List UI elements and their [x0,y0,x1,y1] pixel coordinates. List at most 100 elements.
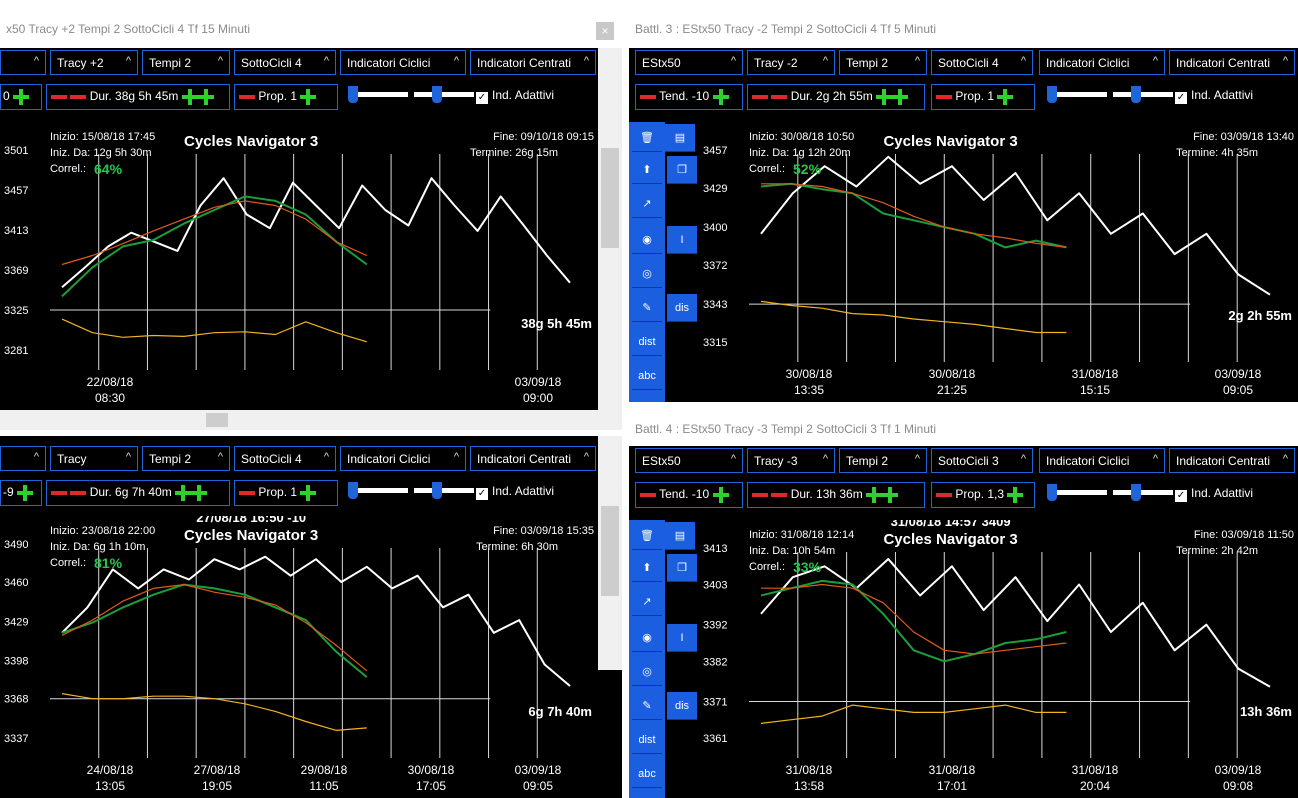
palette-icon[interactable]: ◉ [632,226,662,254]
trend-icon[interactable]: ↗ [632,190,662,218]
slider-1[interactable] [348,482,408,499]
instrument-dropdown[interactable]: ^ [0,50,46,75]
indicatori-centrati-dropdown[interactable]: Indicatori Centrati ^ [1169,448,1295,473]
prop-plus-button[interactable] [997,89,1014,105]
instrument-dropdown[interactable]: EStx50 ^ [635,448,743,473]
slider-2[interactable] [414,86,474,103]
slider-1[interactable] [1047,484,1107,501]
ind-adattivi-checkbox[interactable]: ✓ Ind. Adattivi [1175,88,1254,104]
horizontal-scroll-thumb[interactable] [206,413,228,427]
chart-area[interactable]: 3490 3460 3429 3398 3368 3337 24/08/18 13:05 27/… [0,516,598,798]
slider-2[interactable] [1113,86,1173,103]
panel-title-bar[interactable]: Battl. 3 : EStx50 Tracy -2 Tempi 2 Sotto… [629,8,1298,48]
instrument-dropdown[interactable]: ^ [0,446,46,471]
slider-2-handle[interactable] [1131,86,1141,103]
indicatori-centrati-dropdown[interactable]: Indicatori Centrati ^ [1169,50,1295,75]
slider-1-handle[interactable] [348,482,358,499]
horizontal-scrollbar[interactable] [0,410,622,430]
tend-plus-button[interactable] [13,89,30,105]
indicatori-ciclici-dropdown[interactable]: Indicatori Ciclici ^ [1039,50,1165,75]
dur-minus-button-2[interactable] [771,493,788,497]
prop-plus-button[interactable] [300,89,317,105]
tracy-dropdown[interactable]: Tracy +2 ^ [50,50,138,75]
palette-icon[interactable]: ◉ [632,624,662,652]
tend-plus-button[interactable] [17,485,34,501]
slider-1-handle[interactable] [1047,86,1057,103]
abc-icon[interactable]: abc [632,760,662,788]
slider-2-handle[interactable] [432,86,442,103]
panel-title-bar[interactable]: Battl. 4 : EStx50 Tracy -3 Tempi 2 Sotto… [629,408,1298,446]
slider-2[interactable] [1113,484,1173,501]
vertical-scrollbar[interactable] [598,48,622,410]
tempi-dropdown[interactable]: Tempi 2 ^ [839,448,927,473]
dur-plus-button[interactable] [175,485,192,501]
panel-title-bar[interactable]: x50 Tracy +2 Tempi 2 SottoCicli 4 Tf 15 … [0,8,622,48]
arrow-up-icon[interactable]: ⬆ [632,554,662,582]
arrow-up-icon[interactable]: ⬆ [632,156,662,184]
ind-adattivi-checkbox[interactable]: ✓ Ind. Adattivi [476,88,555,104]
tempi-dropdown[interactable]: Tempi 2 ^ [142,50,230,75]
slider-1[interactable] [1047,86,1107,103]
prop-minus-button[interactable] [936,95,952,99]
dur-minus-button-2[interactable] [70,491,87,495]
trash-icon[interactable]: 🗑 [632,124,662,152]
sottocicli-dropdown[interactable]: SottoCicli 4 ^ [931,50,1033,75]
prop-minus-button[interactable] [936,493,952,497]
ind-adattivi-checkbox[interactable]: ✓ Ind. Adattivi [1175,486,1254,502]
tracy-dropdown[interactable]: Tracy -3 ^ [747,448,835,473]
sottocicli-dropdown[interactable]: SottoCicli 4 ^ [234,50,336,75]
save-icon[interactable]: ▤ [665,522,695,550]
save-icon[interactable]: ▤ [665,124,695,152]
prop-minus-button[interactable] [239,95,255,99]
indicatori-ciclici-dropdown[interactable]: Indicatori Ciclici ^ [340,50,466,75]
dur-plus-button[interactable] [876,89,893,105]
dur-plus-button[interactable] [866,487,883,503]
indicatori-centrati-dropdown[interactable]: Indicatori Centrati ^ [470,50,596,75]
tempi-dropdown[interactable]: Tempi 2 ^ [839,50,927,75]
dur-plus-button-2[interactable] [197,89,214,105]
close-button[interactable]: × [596,22,614,40]
sottocicli-dropdown[interactable]: SottoCicli 3 ^ [931,448,1033,473]
tend-minus-button[interactable] [640,95,656,99]
dur-plus-button-2[interactable] [892,89,909,105]
ruler-icon[interactable]: I [667,226,697,254]
tend-plus-button[interactable] [712,487,729,503]
dur-plus-button[interactable] [181,89,198,105]
pencil-icon[interactable]: ✎ [632,294,662,322]
slider-2-handle[interactable] [432,482,442,499]
slider-2-handle[interactable] [1131,484,1141,501]
dur-minus-button[interactable] [752,95,768,99]
dur-minus-button[interactable] [752,493,768,497]
slider-2[interactable] [414,482,474,499]
tracy-dropdown[interactable]: Tracy ^ [50,446,138,471]
window-icon[interactable]: ❐ [667,554,697,582]
prop-plus-button[interactable] [1007,487,1024,503]
vertical-scrollbar[interactable] [598,436,622,670]
indicatori-centrati-dropdown[interactable]: Indicatori Centrati ^ [470,446,596,471]
dist-icon[interactable]: dist [632,328,662,356]
dur-plus-button-2[interactable] [882,487,899,503]
dur-minus-button-2[interactable] [771,95,788,99]
slider-1-handle[interactable] [348,86,358,103]
trash-icon[interactable]: 🗑 [632,522,662,550]
prop-plus-button[interactable] [300,485,317,501]
dist-icon[interactable]: dist [632,726,662,754]
tend-minus-button[interactable] [640,493,656,497]
vertical-scroll-thumb[interactable] [601,506,619,596]
vertical-scroll-thumb[interactable] [601,148,619,248]
panel-divider-vertical[interactable] [622,0,629,798]
indicatori-ciclici-dropdown[interactable]: Indicatori Ciclici ^ [340,446,466,471]
abc-icon[interactable]: abc [632,362,662,390]
dis-icon[interactable]: dis [667,692,697,720]
dis-icon[interactable]: dis [667,294,697,322]
chart-area[interactable]: 3501 3457 3413 3369 3325 3281 22/08/18 08:30 03/… [0,122,598,410]
chart-area[interactable]: 3457 3429 3400 3372 3343 3315 30/08/18 13:35 30/… [699,122,1298,402]
window-icon[interactable]: ❐ [667,156,697,184]
dur-minus-button[interactable] [51,491,67,495]
slider-1-handle[interactable] [1047,484,1057,501]
dur-plus-button-2[interactable] [191,485,208,501]
prop-minus-button[interactable] [239,491,255,495]
camera-icon[interactable]: ◎ [632,260,662,288]
instrument-dropdown[interactable]: EStx50 ^ [635,50,743,75]
dur-minus-button-2[interactable] [70,95,87,99]
